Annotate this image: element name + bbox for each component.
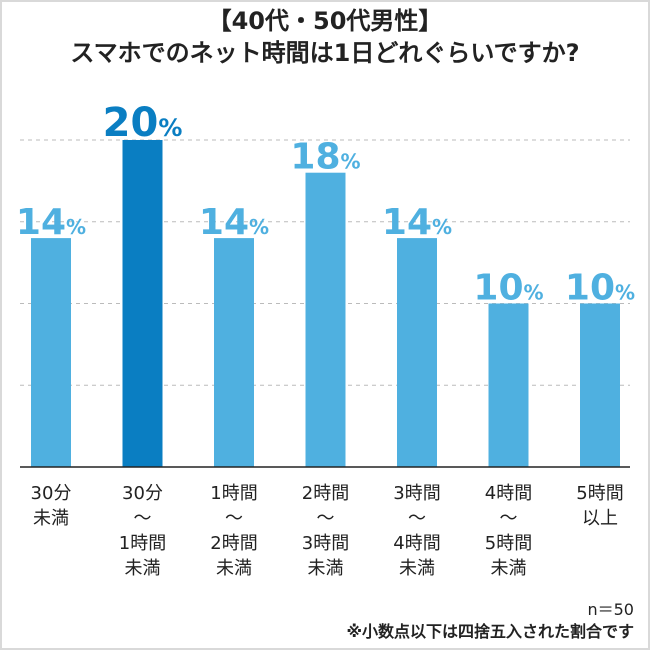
x-tick-label: 30分未満	[31, 483, 72, 529]
bar	[31, 238, 71, 467]
data-label: 18%	[290, 137, 360, 178]
bar	[397, 238, 437, 467]
x-tick-label: 2時間〜 3時間未満	[302, 483, 349, 579]
chart-title-line-1: 【40代・50代男性】	[207, 7, 443, 35]
sample-size-label: n＝50	[587, 600, 634, 619]
data-label: 20%	[103, 100, 183, 146]
x-tick-label: 1時間〜 2時間未満	[210, 483, 257, 579]
data-label: 10%	[473, 268, 543, 309]
data-label: 14%	[16, 202, 86, 243]
bar	[214, 238, 254, 467]
data-label: 14%	[199, 202, 269, 243]
x-tick-label: 5時間以上	[576, 483, 623, 529]
bar	[488, 303, 529, 467]
chart-title-line-2: スマホでのネット時間は1日どれぐらいですか?	[70, 39, 580, 67]
x-tick-label: 3時間〜 4時間未満	[393, 483, 440, 579]
data-label: 14%	[382, 202, 452, 243]
x-tick-label: 30分〜 1時間未満	[119, 483, 166, 579]
rounding-note: ※小数点以下は四捨五入された割合です	[346, 622, 634, 641]
data-label: 10%	[565, 268, 635, 309]
bar	[580, 303, 620, 467]
bar	[305, 172, 346, 467]
bar	[122, 140, 163, 467]
x-tick-label: 4時間〜 5時間未満	[485, 483, 532, 579]
